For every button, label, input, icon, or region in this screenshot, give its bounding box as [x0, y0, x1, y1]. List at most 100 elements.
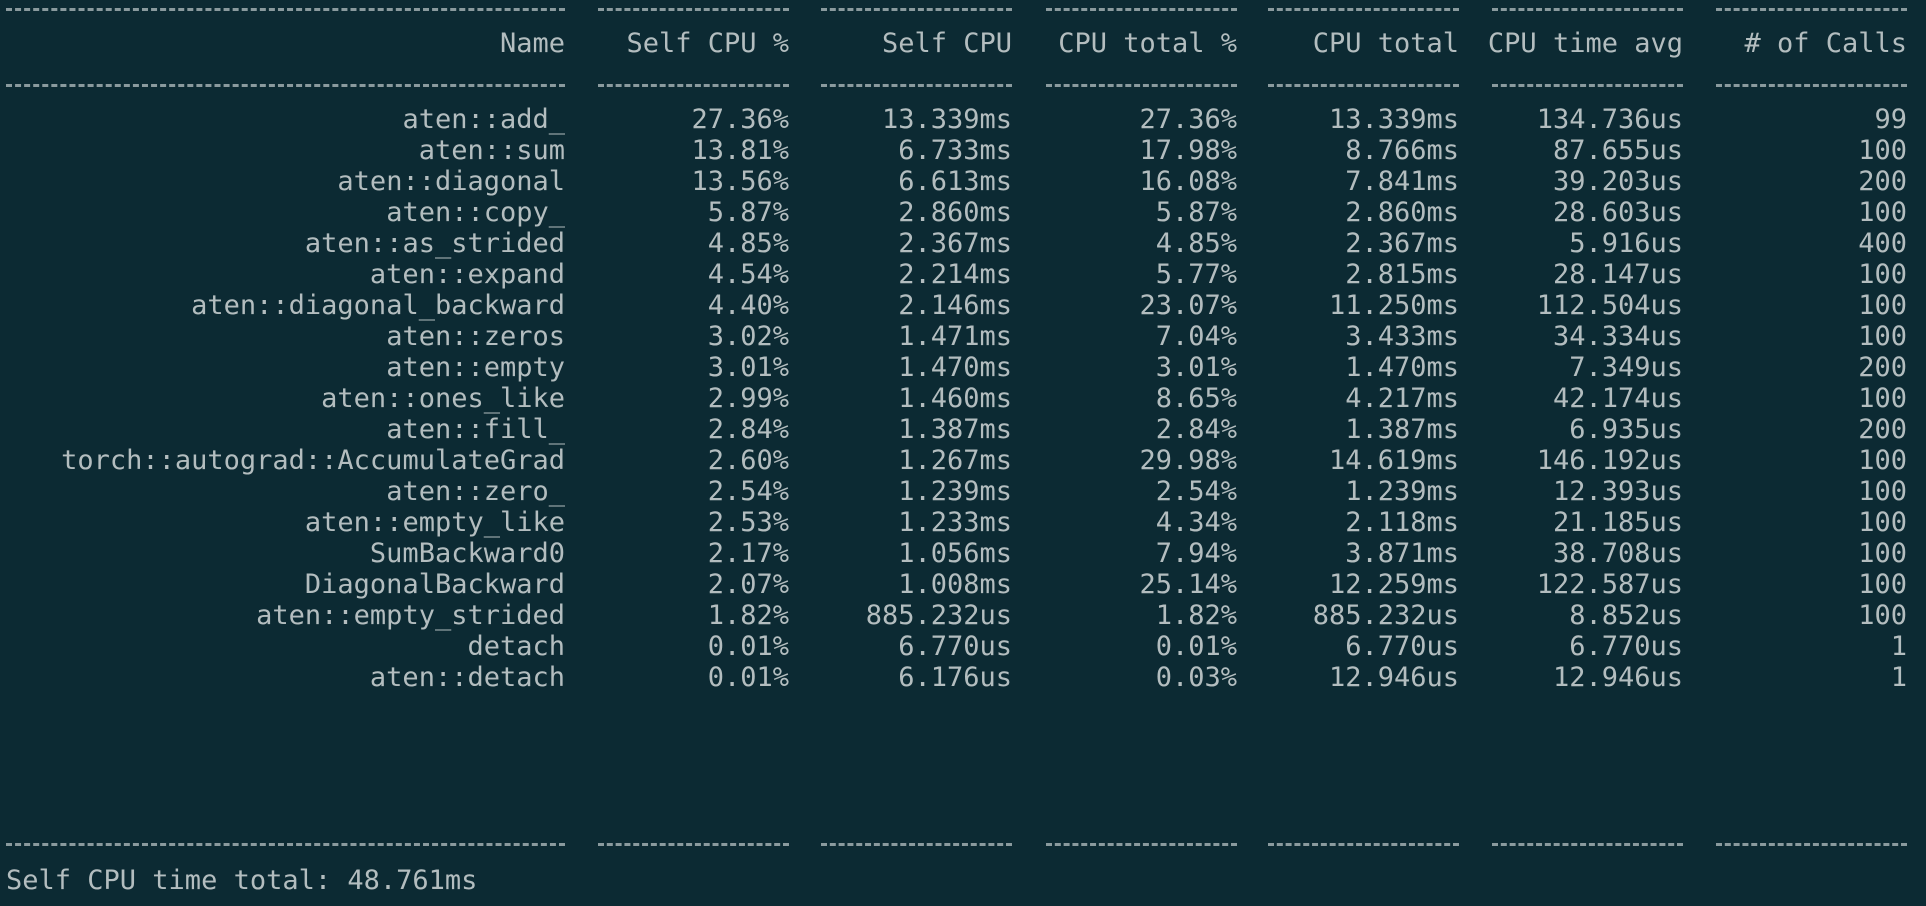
row-cpu-total-pct: 23.07%: [1139, 290, 1237, 321]
table-row: SumBackward0 2.17% 1.056ms 7.94% 3.871ms 38.7…: [0, 535, 1926, 573]
row-name: aten::empty_like: [304, 507, 565, 538]
header-cpu-total: CPU total: [1312, 28, 1459, 59]
row-cpu-time-avg: 12.946us: [1552, 662, 1683, 693]
table-row: torch::autograd::AccumulateGrad 2.60% 1.26…: [0, 442, 1926, 480]
row-name: aten::as_strided: [304, 228, 565, 259]
row-cpu-total: 2.118ms: [1345, 507, 1459, 538]
header-calls: # of Calls: [1744, 28, 1907, 59]
row-cpu-total: 4.217ms: [1345, 383, 1459, 414]
row-name: aten::ones_like: [321, 383, 565, 414]
row-self-cpu-pct: 2.53%: [707, 507, 789, 538]
table-row: aten::detach 0.01% 6.176us 0.03% 12.946us 12.…: [0, 659, 1926, 697]
header-name: Name: [499, 28, 565, 59]
row-self-cpu-pct: 1.82%: [707, 600, 789, 631]
row-cpu-time-avg: 112.504us: [1536, 290, 1683, 321]
row-cpu-time-avg: 122.587us: [1536, 569, 1683, 600]
row-cpu-time-avg: 6.770us: [1569, 631, 1683, 662]
row-cpu-time-avg: 38.708us: [1552, 538, 1683, 569]
table-row: aten::copy_ 5.87% 2.860ms 5.87% 2.860ms 28.60…: [0, 194, 1926, 232]
row-cpu-time-avg: 12.393us: [1552, 476, 1683, 507]
row-self-cpu-pct: 13.81%: [691, 135, 789, 166]
self-cpu-total-footer: Self CPU time total: 48.761ms: [6, 865, 478, 896]
row-self-cpu-pct: 13.56%: [691, 166, 789, 197]
row-self-cpu-pct: 3.01%: [707, 352, 789, 383]
row-cpu-total: 11.250ms: [1328, 290, 1459, 321]
row-cpu-total: 8.766ms: [1345, 135, 1459, 166]
row-calls: 200: [1858, 414, 1907, 445]
row-cpu-total-pct: 7.94%: [1155, 538, 1237, 569]
row-cpu-time-avg: 7.349us: [1569, 352, 1683, 383]
row-name: aten::copy_: [386, 197, 565, 228]
row-name: aten::expand: [369, 259, 565, 290]
row-name: aten::fill_: [386, 414, 565, 445]
row-calls: 100: [1858, 445, 1907, 476]
row-calls: 200: [1858, 352, 1907, 383]
row-self-cpu-pct: 2.99%: [707, 383, 789, 414]
row-self-cpu: 1.267ms: [898, 445, 1012, 476]
row-calls: 1: [1890, 662, 1907, 693]
row-cpu-total-pct: 16.08%: [1139, 166, 1237, 197]
row-cpu-total-pct: 5.87%: [1155, 197, 1237, 228]
row-cpu-total-pct: 8.65%: [1155, 383, 1237, 414]
row-name: aten::empty_strided: [256, 600, 565, 631]
row-cpu-total: 12.259ms: [1328, 569, 1459, 600]
row-name: aten::add_: [402, 104, 565, 135]
row-self-cpu-pct: 2.07%: [707, 569, 789, 600]
row-self-cpu-pct: 5.87%: [707, 197, 789, 228]
row-self-cpu: 1.008ms: [898, 569, 1012, 600]
row-calls: 100: [1858, 259, 1907, 290]
row-calls: 100: [1858, 538, 1907, 569]
row-self-cpu-pct: 2.54%: [707, 476, 789, 507]
row-cpu-time-avg: 21.185us: [1552, 507, 1683, 538]
row-self-cpu: 2.860ms: [898, 197, 1012, 228]
row-cpu-time-avg: 28.147us: [1552, 259, 1683, 290]
row-cpu-time-avg: 6.935us: [1569, 414, 1683, 445]
table-row: DiagonalBackward 2.07% 1.008ms 25.14% 12.259…: [0, 566, 1926, 604]
row-calls: 100: [1858, 507, 1907, 538]
row-cpu-total-pct: 5.77%: [1155, 259, 1237, 290]
row-cpu-time-avg: 8.852us: [1569, 600, 1683, 631]
row-calls: 100: [1858, 197, 1907, 228]
header-cpu-time-avg: CPU time avg: [1487, 28, 1683, 59]
row-self-cpu: 2.367ms: [898, 228, 1012, 259]
row-calls: 100: [1858, 569, 1907, 600]
row-self-cpu-pct: 0.01%: [707, 662, 789, 693]
row-self-cpu: 1.471ms: [898, 321, 1012, 352]
row-cpu-total: 2.860ms: [1345, 197, 1459, 228]
row-name: aten::zeros: [386, 321, 565, 352]
row-name: aten::detach: [369, 662, 565, 693]
row-self-cpu-pct: 2.60%: [707, 445, 789, 476]
row-calls: 100: [1858, 383, 1907, 414]
table-row: aten::sum 13.81% 6.733ms 17.98% 8.766ms 87.65…: [0, 132, 1926, 170]
table-row: aten::diagonal 13.56% 6.613ms 16.08% 7.841ms…: [0, 163, 1926, 201]
row-self-cpu-pct: 0.01%: [707, 631, 789, 662]
row-cpu-time-avg: 87.655us: [1552, 135, 1683, 166]
row-self-cpu: 2.214ms: [898, 259, 1012, 290]
row-cpu-total-pct: 4.85%: [1155, 228, 1237, 259]
row-cpu-total-pct: 27.36%: [1139, 104, 1237, 135]
row-self-cpu: 6.613ms: [898, 166, 1012, 197]
row-self-cpu: 1.233ms: [898, 507, 1012, 538]
row-cpu-total: 1.239ms: [1345, 476, 1459, 507]
table-row: aten::expand 4.54% 2.214ms 5.77% 2.815ms 28.1…: [0, 256, 1926, 294]
table-row: aten::empty 3.01% 1.470ms 3.01% 1.470ms 7.349…: [0, 349, 1926, 387]
row-calls: 99: [1874, 104, 1907, 135]
row-name: aten::sum: [418, 135, 565, 166]
row-cpu-total-pct: 0.01%: [1155, 631, 1237, 662]
row-cpu-total-pct: 17.98%: [1139, 135, 1237, 166]
row-name: SumBackward0: [369, 538, 565, 569]
row-cpu-time-avg: 146.192us: [1536, 445, 1683, 476]
row-cpu-time-avg: 28.603us: [1552, 197, 1683, 228]
table-row: aten::empty_strided 1.82% 885.232us 1.82% 88…: [0, 597, 1926, 635]
row-cpu-time-avg: 42.174us: [1552, 383, 1683, 414]
row-self-cpu-pct: 3.02%: [707, 321, 789, 352]
row-name: aten::diagonal_backward: [191, 290, 565, 321]
row-calls: 400: [1858, 228, 1907, 259]
header-cpu-total-pct: CPU total %: [1058, 28, 1237, 59]
row-self-cpu-pct: 2.17%: [707, 538, 789, 569]
table-row: aten::add_ 27.36% 13.339ms 27.36% 13.339ms 13…: [0, 101, 1926, 139]
row-self-cpu: 1.387ms: [898, 414, 1012, 445]
header-self-cpu-pct: Self CPU %: [626, 28, 789, 59]
row-self-cpu-pct: 4.85%: [707, 228, 789, 259]
